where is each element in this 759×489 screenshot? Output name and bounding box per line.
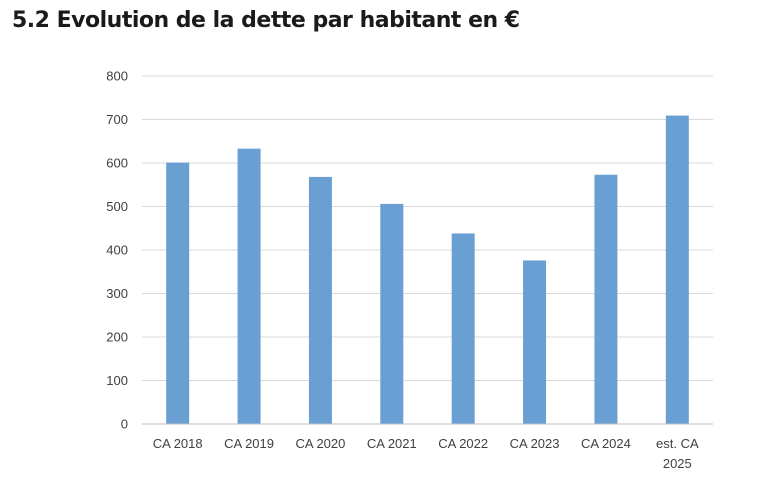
bar xyxy=(166,162,190,424)
y-tick-label: 800 xyxy=(106,69,128,84)
x-tick-label: CA 2020 xyxy=(296,436,346,451)
y-tick-label: 600 xyxy=(106,156,128,171)
x-tick-label: CA 2021 xyxy=(367,436,417,451)
x-tick-label: CA 2018 xyxy=(153,436,203,451)
bars xyxy=(166,115,689,425)
bar xyxy=(237,148,261,424)
x-tick-label: CA 2019 xyxy=(224,436,274,451)
gridlines xyxy=(142,75,713,381)
y-tick-label: 300 xyxy=(106,286,128,301)
bar xyxy=(308,176,332,424)
x-axis-ticks: CA 2018 CA 2019 CA 2020 CA 2021 CA 2022 CA 20… xyxy=(153,436,699,471)
x-tick-label: CA 2022 xyxy=(438,436,488,451)
y-tick-label: 400 xyxy=(106,243,128,258)
bar xyxy=(523,260,547,424)
y-tick-label: 500 xyxy=(106,199,128,214)
y-tick-label: 200 xyxy=(106,330,128,345)
y-tick-label: 700 xyxy=(106,112,128,127)
y-tick-label: 0 xyxy=(121,417,128,432)
x-tick-label: CA 2024 xyxy=(581,436,631,451)
x-tick-label: est. CA xyxy=(656,436,699,451)
x-tick-label: 2025 xyxy=(663,456,692,471)
x-tick-label: CA 2023 xyxy=(510,436,560,451)
y-tick-label: 100 xyxy=(106,373,128,388)
bar xyxy=(665,115,689,425)
page-title: 5.2 Evolution de la dette par habitant e… xyxy=(12,8,520,33)
bar xyxy=(594,174,618,424)
y-axis-ticks: 0 100 200 300 400 500 600 700 800 xyxy=(106,69,128,432)
bar xyxy=(451,233,475,424)
bar xyxy=(380,203,404,424)
